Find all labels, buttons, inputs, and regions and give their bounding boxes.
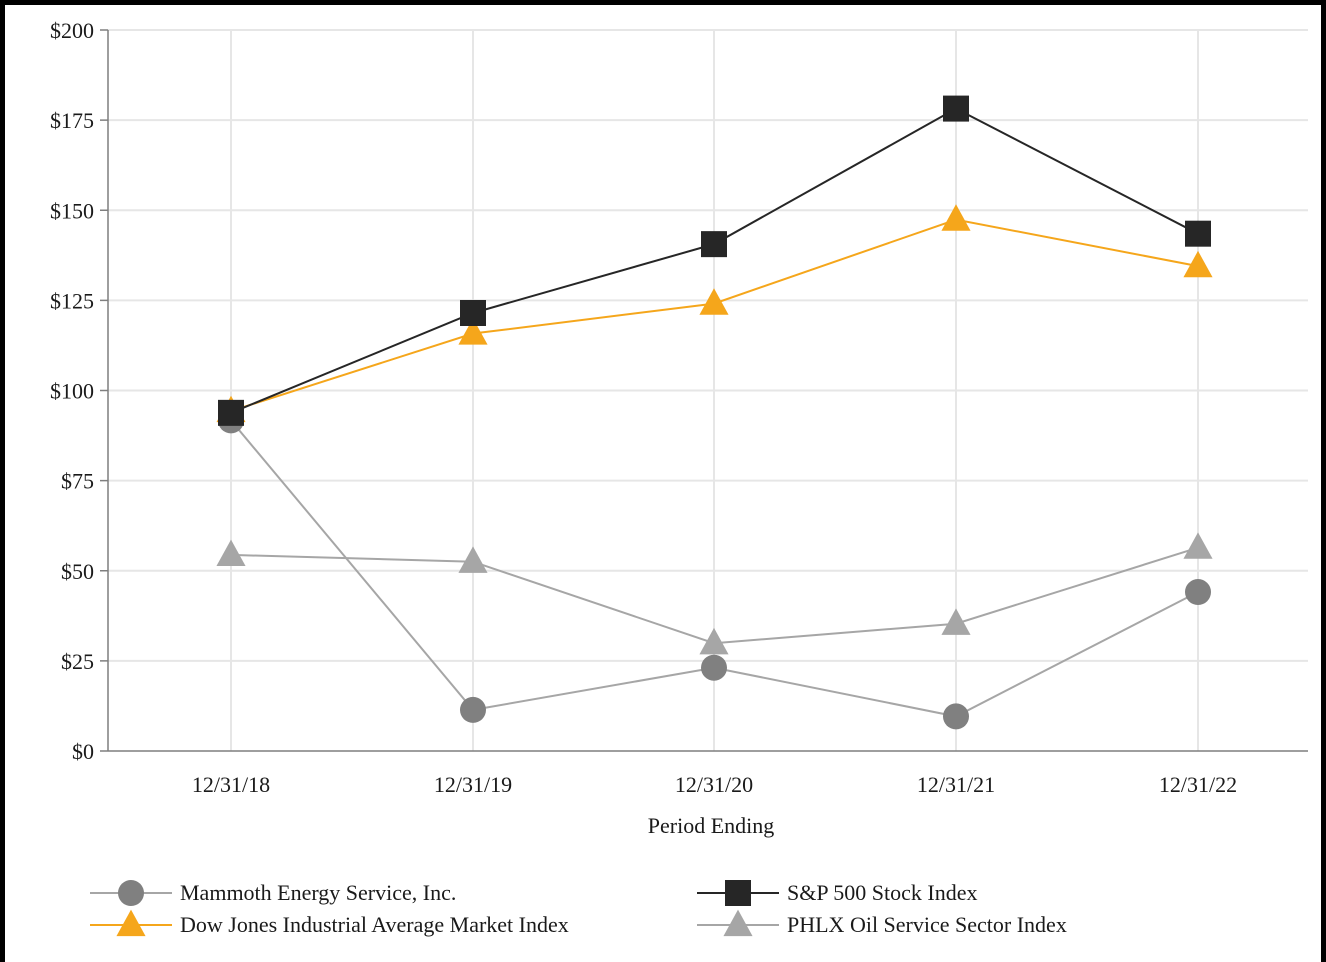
x-tick-label: 12/31/19 xyxy=(434,772,512,797)
legend: Mammoth Energy Service, Inc. S&P 500 Stoc… xyxy=(90,880,1067,937)
legend-marker xyxy=(118,880,144,906)
y-tick-label: $125 xyxy=(50,288,94,313)
x-axis-title: Period Ending xyxy=(648,813,775,838)
data-point xyxy=(458,546,488,573)
series-1 xyxy=(218,95,1211,426)
data-point xyxy=(941,204,971,231)
data-point xyxy=(701,231,727,258)
data-point xyxy=(699,627,729,655)
legend-item: S&P 500 Stock Index xyxy=(697,880,977,906)
data-point xyxy=(941,608,971,635)
x-tick-label: 12/31/21 xyxy=(917,772,995,797)
x-tick-label: 12/31/22 xyxy=(1159,772,1237,797)
legend-label: Mammoth Energy Service, Inc. xyxy=(180,880,456,905)
legend-item: Dow Jones Industrial Average Market Inde… xyxy=(90,909,569,937)
data-point xyxy=(943,703,969,730)
y-tick-label: $75 xyxy=(61,469,94,494)
data-point xyxy=(701,654,727,681)
legend-label: Dow Jones Industrial Average Market Inde… xyxy=(180,912,569,937)
series-3 xyxy=(216,532,1213,655)
y-tick-label: $0 xyxy=(72,739,94,764)
y-tick-label: $50 xyxy=(61,559,94,584)
y-tick-label: $200 xyxy=(50,18,94,43)
data-point xyxy=(1185,579,1211,606)
x-tick-label: 12/31/20 xyxy=(675,772,753,797)
line-chart: $0 $25 $50 $75 $100 $125 $150 $175 $200 12/31/18 1… xyxy=(50,18,1308,937)
data-point xyxy=(1183,250,1213,278)
y-tick-label: $100 xyxy=(50,379,94,404)
y-tick-label: $175 xyxy=(50,108,94,133)
legend-item: Mammoth Energy Service, Inc. xyxy=(90,880,456,906)
data-point xyxy=(943,95,969,122)
data-point xyxy=(460,299,486,326)
legend-marker xyxy=(116,909,146,937)
data-point xyxy=(1185,220,1211,247)
data-point xyxy=(218,399,244,426)
series-layer xyxy=(216,95,1213,730)
legend-marker xyxy=(725,880,751,906)
y-tick-label: $150 xyxy=(50,198,94,223)
axes: $0 $25 $50 $75 $100 $125 $150 $175 $200 12/31/18 1… xyxy=(50,18,1308,797)
legend-marker xyxy=(723,909,753,937)
data-point xyxy=(216,539,246,567)
legend-item: PHLX Oil Service Sector Index xyxy=(697,909,1067,937)
data-point xyxy=(458,318,488,345)
x-tick-label: 12/31/18 xyxy=(192,772,270,797)
legend-label: S&P 500 Stock Index xyxy=(787,880,977,905)
y-tick-label: $25 xyxy=(61,649,94,674)
data-point xyxy=(1183,532,1213,559)
legend-label: PHLX Oil Service Sector Index xyxy=(787,912,1067,937)
data-point xyxy=(460,696,486,723)
data-point xyxy=(699,288,729,315)
